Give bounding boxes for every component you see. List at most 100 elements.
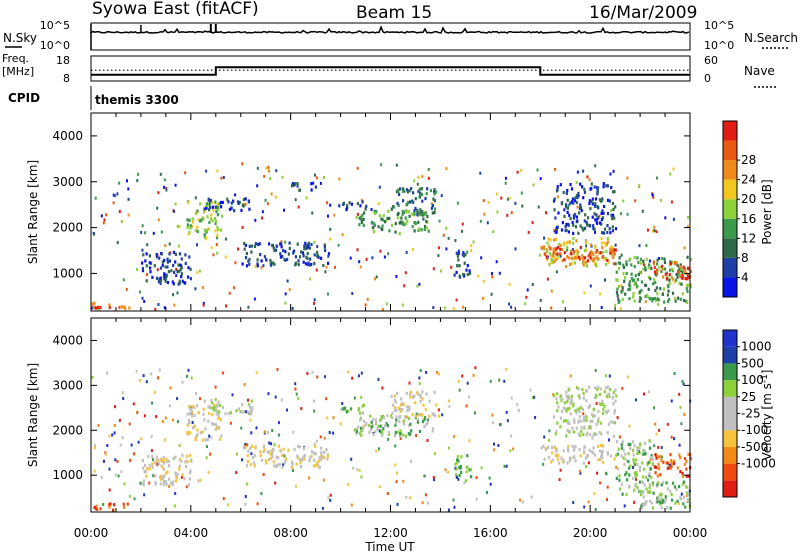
echo-cell — [217, 205, 220, 209]
echo-cell — [421, 199, 424, 203]
scatter-cell — [190, 411, 193, 415]
echo-cell — [574, 444, 577, 449]
x-tick-label: 00:00 — [74, 526, 109, 540]
echo-cell — [409, 432, 412, 436]
echo-cell — [558, 252, 562, 256]
echo-cell — [396, 391, 399, 395]
echo-cell — [567, 444, 570, 448]
echo-cell — [668, 278, 671, 282]
echo-cell — [643, 449, 646, 453]
echo-cell — [373, 223, 376, 228]
echo-cell — [281, 254, 284, 258]
echo-cell — [558, 242, 561, 246]
scatter-cell — [295, 484, 297, 488]
scatter-cell — [386, 492, 389, 495]
echo-cell — [372, 433, 375, 437]
echo-cell — [360, 426, 363, 430]
echo-cell — [600, 218, 603, 222]
echo-cell — [326, 457, 329, 461]
echo-cell — [658, 500, 662, 504]
echo-cell — [424, 407, 427, 412]
echo-cell — [622, 265, 626, 270]
echo-cell — [615, 394, 618, 398]
echo-cell — [216, 403, 219, 407]
echo-cell — [599, 387, 602, 391]
scatter-cell — [583, 505, 586, 509]
echo-cell — [308, 263, 312, 267]
scatter-cell — [472, 373, 475, 377]
echo-cell — [573, 250, 576, 254]
echo-cell — [648, 472, 651, 476]
echo-cell — [627, 460, 630, 464]
scatter-cell — [282, 463, 285, 467]
scatter-cell — [438, 219, 441, 223]
echo-cell — [466, 272, 469, 277]
echo-cell — [108, 303, 111, 307]
echo-cell — [632, 295, 635, 299]
scatter-cell — [122, 397, 125, 400]
echo-cell — [387, 430, 391, 434]
echo-cell — [552, 394, 556, 398]
scatter-cell — [371, 256, 374, 260]
echo-cell — [141, 261, 144, 265]
scatter-cell — [216, 251, 219, 255]
echo-cell — [638, 290, 641, 294]
echo-cell — [620, 482, 624, 486]
scatter-cell — [160, 464, 163, 468]
echo-cell — [662, 460, 665, 464]
echo-cell — [593, 244, 596, 248]
echo-cell — [460, 470, 463, 475]
echo-cell — [673, 485, 677, 489]
echo-cell — [418, 227, 421, 231]
scatter-cell — [295, 392, 298, 396]
echo-cell — [296, 454, 299, 458]
echo-cell — [571, 444, 574, 448]
echo-cell — [606, 451, 609, 455]
echo-cell — [161, 476, 164, 481]
freq-tick-top: 18 — [56, 54, 70, 67]
echo-cell — [546, 249, 549, 254]
colorbar-swatch — [723, 199, 737, 219]
echo-cell — [179, 263, 182, 267]
echo-cell — [570, 397, 573, 401]
echo-cell — [306, 245, 309, 250]
echo-cell — [91, 302, 94, 306]
echo-cell — [320, 451, 323, 455]
echo-cell — [670, 493, 673, 497]
echo-cell — [576, 195, 579, 199]
echo-cell — [172, 456, 175, 461]
echo-cell — [654, 298, 658, 302]
echo-cell — [670, 464, 673, 468]
echo-cell — [605, 386, 608, 390]
echo-cell — [679, 297, 682, 301]
scatter-cell — [628, 424, 631, 428]
echo-cell — [565, 241, 568, 245]
echo-cell — [606, 230, 609, 235]
echo-cell — [646, 463, 649, 467]
scatter-cell — [267, 165, 270, 169]
scatter-cell — [297, 205, 300, 209]
scatter-cell — [394, 406, 396, 409]
echo-cell — [407, 416, 410, 420]
scatter-cell — [516, 170, 519, 174]
echo-cell — [156, 276, 159, 280]
scatter-cell — [196, 271, 199, 274]
echo-cell — [314, 444, 317, 448]
echo-cell — [581, 185, 584, 189]
echo-cell — [185, 465, 188, 469]
scatter-cell — [262, 264, 265, 268]
echo-cell — [579, 224, 582, 228]
echo-cell — [623, 279, 626, 283]
echo-cell — [388, 229, 391, 233]
scatter-cell — [534, 416, 537, 419]
echo-cell — [601, 216, 604, 220]
echo-cell — [92, 305, 95, 310]
echo-cell — [435, 190, 438, 194]
echo-cell — [215, 412, 218, 416]
echo-cell — [393, 205, 396, 209]
echo-cell — [589, 256, 592, 260]
echo-cell — [632, 453, 635, 457]
echo-cell — [327, 252, 331, 256]
colorbar-tick-label: 20 — [741, 192, 756, 206]
echo-cell — [178, 464, 181, 468]
